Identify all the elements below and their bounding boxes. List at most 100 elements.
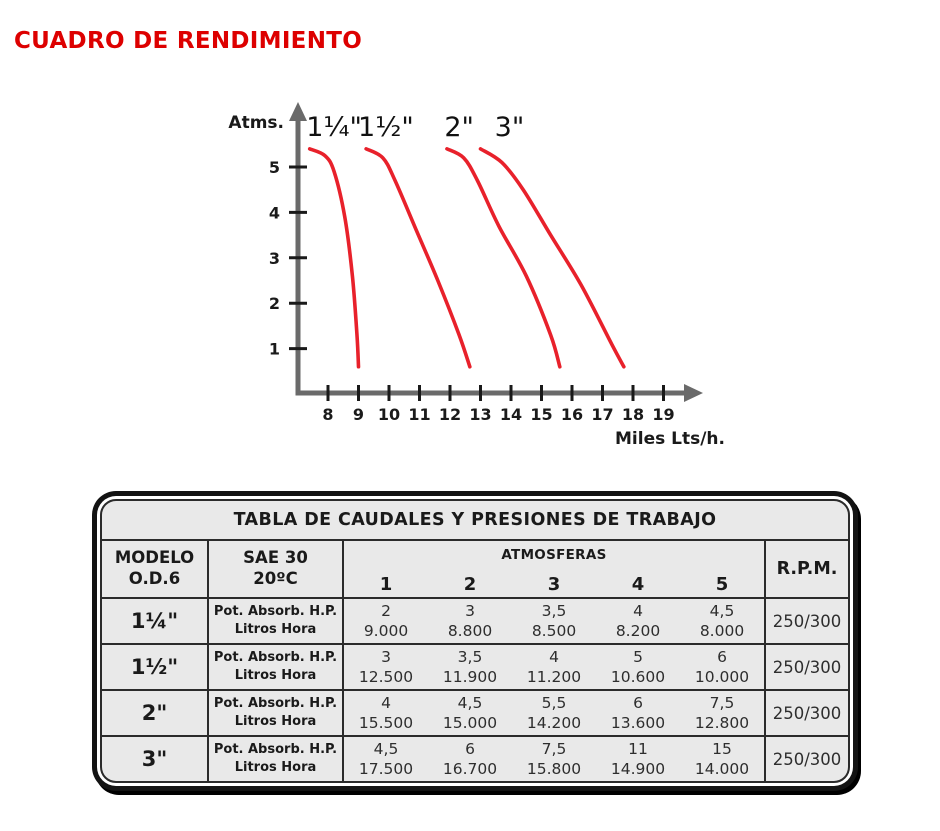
value-pair: 7,5 15.800	[512, 739, 596, 780]
metric-cell: Pot. Absorb. H.P. Litros Hora	[209, 645, 342, 689]
metric-line1: Pot. Absorb. H.P.	[213, 696, 338, 712]
hp-value: 5,5	[541, 693, 567, 712]
value-pair: 3,5 8.500	[512, 601, 596, 642]
metric-line2: Litros Hora	[234, 714, 317, 729]
model-label: 1¼"	[102, 599, 207, 643]
x-tick-label: 16	[561, 405, 583, 424]
series-curve-3	[445, 147, 562, 369]
litros-value: 13.600	[610, 714, 666, 732]
metric-cell: Pot. Absorb. H.P. Litros Hora	[209, 599, 342, 643]
litros-value: 12.800	[694, 714, 750, 732]
hp-value: 7,5	[541, 739, 567, 758]
series-curve-1	[307, 147, 361, 369]
model-label: 2"	[102, 691, 207, 735]
y-axis-arrow-icon	[289, 102, 307, 121]
rpm-value: 250/300	[766, 599, 848, 643]
x-tick-label: 8	[322, 405, 333, 424]
series-label-3: 2"	[444, 112, 474, 143]
hp-value: 5	[633, 647, 643, 666]
atm-column-number: 5	[715, 574, 729, 595]
hp-value: 3,5	[457, 647, 483, 666]
hp-value: 15	[712, 739, 732, 758]
y-tick-label: 1	[269, 340, 280, 359]
x-tick-label: 14	[500, 405, 522, 424]
value-pair: 5,5 14.200	[512, 693, 596, 734]
metric-line2: Litros Hora	[234, 668, 317, 683]
litros-value: 15.000	[442, 714, 498, 732]
values-cell: 3 12.500 3,5 11.900 4 11.200 5 10.600 6 10.000	[344, 645, 764, 689]
values-row: 4,5 17.500 6 16.700 7,5 15.800 11 14.900 15 14.00…	[344, 739, 764, 780]
value-pair: 6 13.600	[596, 693, 680, 734]
hp-value: 11	[628, 739, 648, 758]
header-sae: SAE 30 20ºC	[209, 541, 342, 597]
hp-value: 4,5	[709, 601, 735, 620]
hp-value: 3	[381, 647, 391, 666]
y-axis-title: Atms.	[228, 113, 284, 133]
x-axis-title: Miles Lts/h.	[615, 429, 725, 449]
y-tick-label: 2	[269, 294, 280, 313]
value-pair: 4 8.200	[596, 601, 680, 642]
hp-value: 3,5	[541, 601, 567, 620]
litros-value: 14.900	[610, 760, 666, 778]
value-pair: 15 14.000	[680, 739, 764, 780]
x-axis-arrow-icon	[684, 384, 703, 402]
value-pair: 2 9.000	[344, 601, 428, 642]
values-cell: 4,5 17.500 6 16.700 7,5 15.800 11 14.900 15 14.00…	[344, 737, 764, 781]
hp-value: 4	[381, 693, 391, 712]
litros-value: 12.500	[358, 668, 414, 686]
metric-cell: Pot. Absorb. H.P. Litros Hora	[209, 691, 342, 735]
x-tick-label: 12	[439, 405, 461, 424]
model-label: 1½"	[102, 645, 207, 689]
atm-column-number: 1	[379, 574, 393, 595]
hp-value: 4,5	[457, 693, 483, 712]
x-tick-label: 15	[530, 405, 552, 424]
metric-line1: Pot. Absorb. H.P.	[213, 604, 338, 620]
series-label-2: 1½"	[358, 112, 414, 143]
value-pair: 11 14.900	[596, 739, 680, 780]
metric-line2: Litros Hora	[234, 622, 317, 637]
litros-value: 8.500	[531, 622, 577, 640]
rpm-value: 250/300	[766, 645, 848, 689]
series-curve-4	[478, 147, 626, 369]
metric-cell: Pot. Absorb. H.P. Litros Hora	[209, 737, 342, 781]
atm-column-number: 2	[463, 574, 477, 595]
hp-value: 4,5	[373, 739, 399, 758]
litros-value: 8.200	[615, 622, 661, 640]
litros-value: 11.200	[526, 668, 582, 686]
litros-value: 11.900	[442, 668, 498, 686]
table-outer-frame: TABLA DE CAUDALES Y PRESIONES DE TRABAJO…	[92, 491, 858, 791]
litros-value: 8.800	[447, 622, 493, 640]
flow-pressure-table: TABLA DE CAUDALES Y PRESIONES DE TRABAJO…	[92, 491, 858, 791]
value-pair: 4 11.200	[512, 647, 596, 688]
model-label: 3"	[102, 737, 207, 781]
header-atmosferas: ATMOSFERAS 1 2 3 4 5	[344, 541, 764, 597]
header-atmosferas-label: ATMOSFERAS	[501, 547, 607, 563]
values-cell: 4 15.500 4,5 15.000 5,5 14.200 6 13.600 7,5 12.80…	[344, 691, 764, 735]
hp-value: 6	[717, 647, 727, 666]
value-pair: 4,5 15.000	[428, 693, 512, 734]
value-pair: 7,5 12.800	[680, 693, 764, 734]
hp-value: 3	[465, 601, 475, 620]
header-modelo-line2: O.D.6	[128, 569, 181, 588]
x-tick-label: 19	[652, 405, 674, 424]
header-rpm: R.P.M.	[766, 541, 848, 597]
litros-value: 15.800	[526, 760, 582, 778]
x-tick-label: 18	[622, 405, 644, 424]
page-title: CUADRO DE RENDIMIENTO	[14, 28, 363, 54]
litros-value: 10.600	[610, 668, 666, 686]
atm-column-number: 4	[631, 574, 645, 595]
value-pair: 4,5 17.500	[344, 739, 428, 780]
value-pair: 4 15.500	[344, 693, 428, 734]
atm-column-number: 3	[547, 574, 561, 595]
litros-value: 15.500	[358, 714, 414, 732]
metric-line1: Pot. Absorb. H.P.	[213, 742, 338, 758]
value-pair: 4,5 8.000	[680, 601, 764, 642]
metric-line2: Litros Hora	[234, 760, 317, 775]
value-pair: 6 16.700	[428, 739, 512, 780]
x-tick-label: 17	[591, 405, 613, 424]
hp-value: 4	[549, 647, 559, 666]
hp-value: 7,5	[709, 693, 735, 712]
metric-line1: Pot. Absorb. H.P.	[213, 650, 338, 666]
value-pair: 3,5 11.900	[428, 647, 512, 688]
